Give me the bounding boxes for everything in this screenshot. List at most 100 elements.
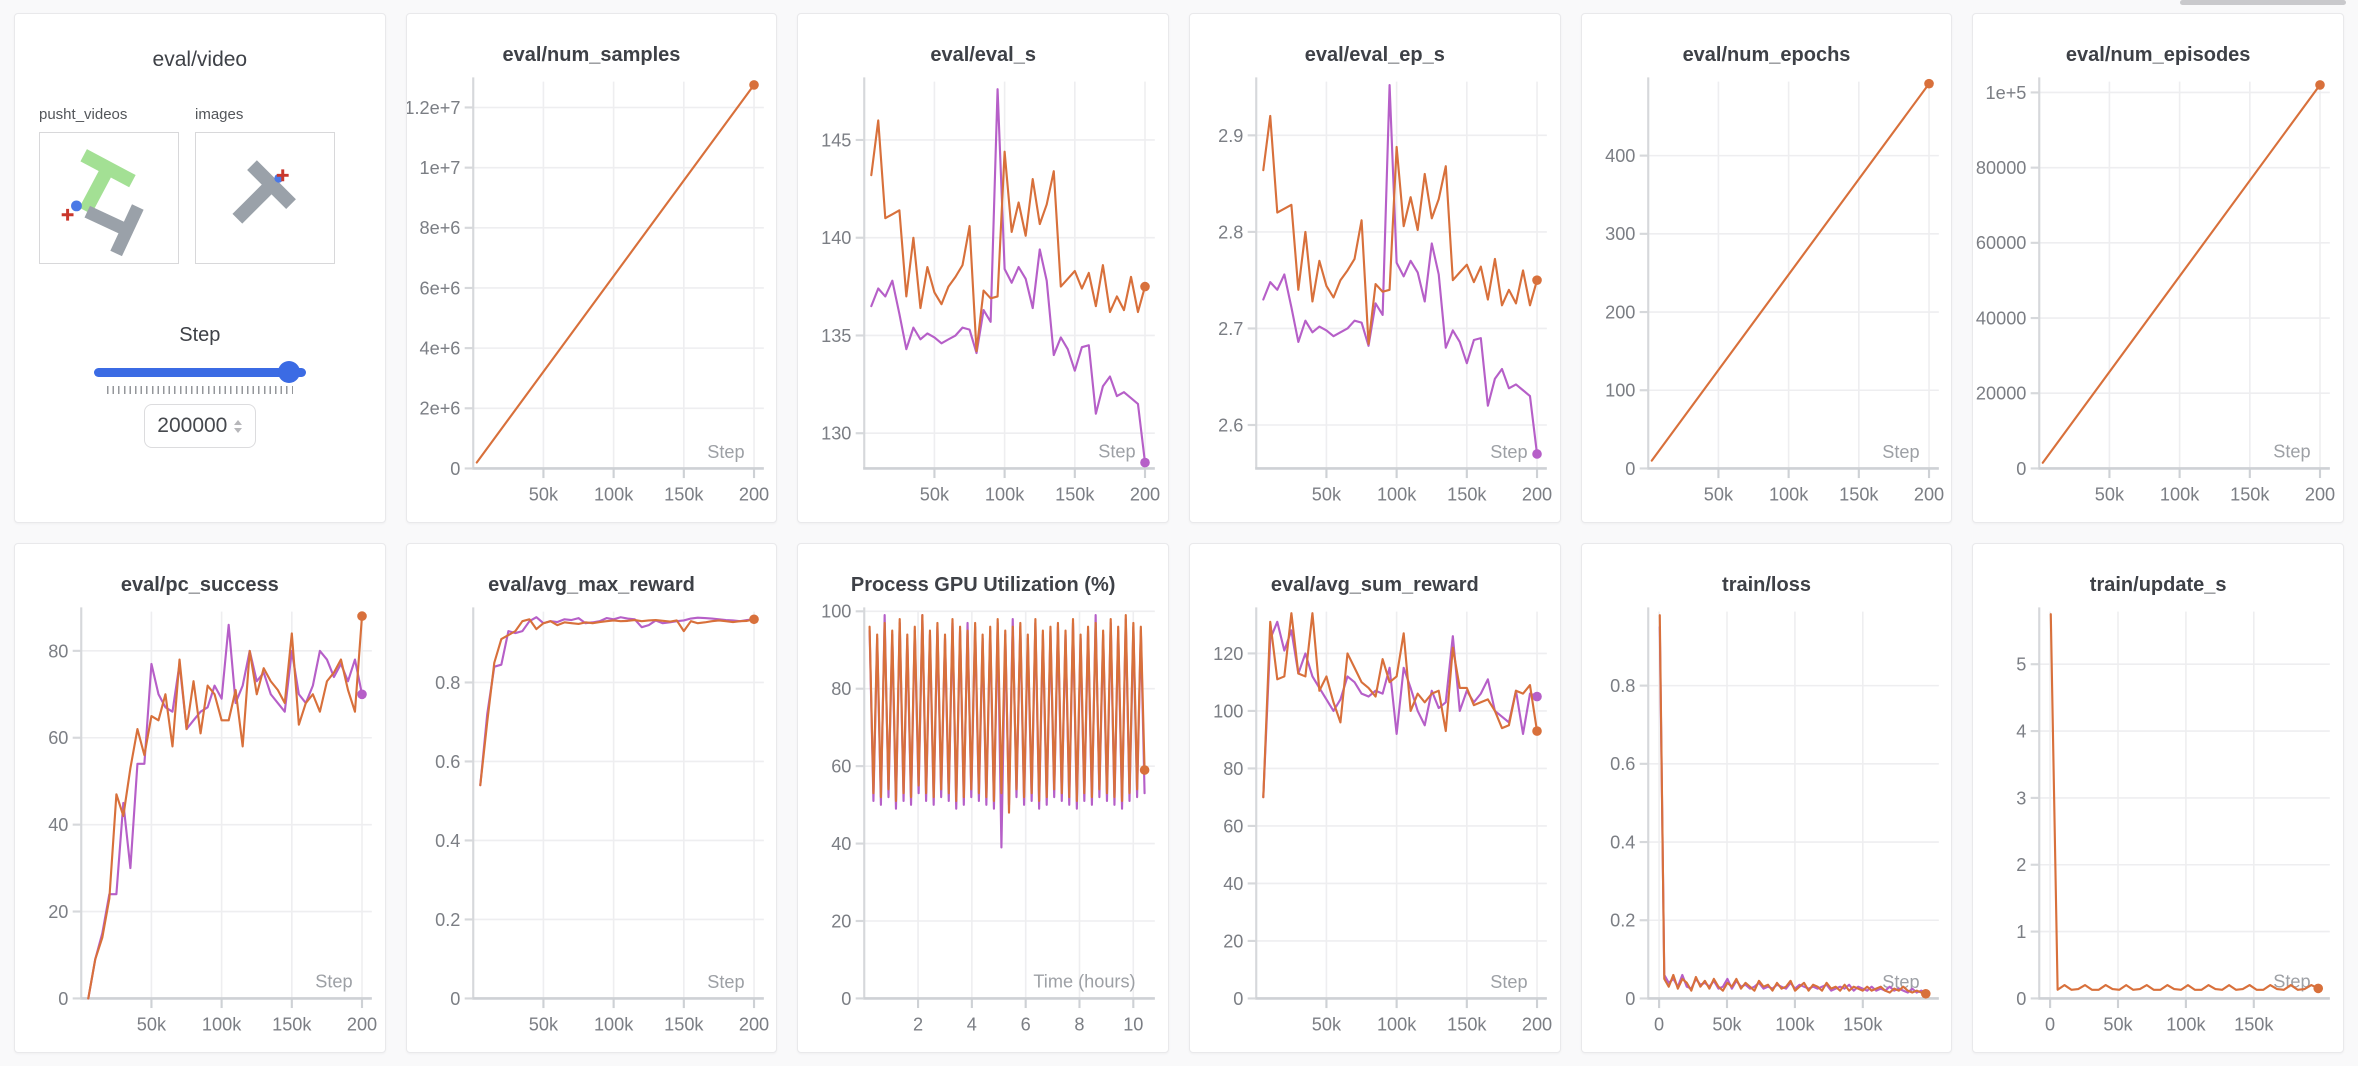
x-axis-title: Step [1882, 972, 1919, 992]
step-slider[interactable] [93, 361, 306, 383]
y-tick-label: 0.4 [1610, 832, 1635, 852]
horizontal-scrollbar-thumb[interactable] [2180, 0, 2346, 5]
line-chart[interactable]: 0 1 2 3 4 5 0 50k 100k 150k Step [1973, 601, 2343, 1050]
panel-eval-num-episodes: eval/num_episodes 0 20000 40000 60000 80000 1… [1972, 13, 2344, 523]
series-end-dot-orange [1920, 988, 1931, 999]
y-tick-label: 1e+7 [419, 158, 460, 178]
media-caption: pusht_videos [39, 106, 128, 123]
panel-title: eval/avg_max_reward [488, 574, 695, 596]
x-tick-label: 100k [985, 484, 1025, 504]
x-axis-title: Step [707, 972, 744, 992]
spinner [234, 419, 243, 433]
slider-track[interactable] [93, 368, 306, 377]
target-cross-icon [276, 169, 289, 182]
x-tick-label: 200 [1130, 484, 1160, 504]
series-end-dot-purple [357, 689, 367, 700]
series-line-orange [2050, 613, 2320, 991]
x-tick-label: 150k [1447, 485, 1487, 505]
line-chart[interactable]: 130 135 140 145 50k 100k 150k 200 Step [798, 71, 1168, 520]
y-tick-label: 0 [1625, 989, 1635, 1009]
spinner-up-icon[interactable] [234, 419, 243, 425]
series-line-orange [87, 614, 364, 1000]
panel-eval-pc-success: eval/pc_success 0 20 40 60 80 50k 100k 150k 200 S… [14, 543, 386, 1053]
y-tick-label: 4e+6 [419, 339, 460, 359]
images-thumbnail[interactable] [195, 132, 335, 264]
line-chart[interactable]: 0 20 40 60 80 50k 100k 150k 200 Step [15, 601, 385, 1050]
x-axis-title: Step [2274, 972, 2311, 992]
series-line-purple [1262, 620, 1539, 799]
y-tick-label: 80 [48, 641, 68, 661]
y-tick-label: 0 [1625, 459, 1635, 479]
series-line-orange [1658, 614, 1927, 995]
x-tick-label: 200 [1522, 1015, 1552, 1035]
line-chart[interactable]: 0 20000 40000 60000 80000 1e+5 50k 100k 150k 200 S… [1973, 71, 2343, 520]
y-tick-label: 80 [1223, 759, 1243, 779]
x-tick-label: 50k [1703, 485, 1733, 505]
step-value[interactable]: 200000 [157, 414, 228, 437]
x-tick-label: 4 [967, 1014, 977, 1034]
line-chart[interactable]: 0 20 40 60 80 100 2 4 6 8 10 Time (hours) [798, 601, 1168, 1050]
x-tick-label: 100k [202, 1014, 242, 1034]
y-tick-label: 1e+5 [1986, 83, 2027, 103]
slider-tick-marks [106, 386, 293, 394]
x-tick-label: 100k [594, 1015, 634, 1035]
y-tick-label: 60 [832, 757, 852, 777]
y-tick-label: 100 [1605, 381, 1635, 401]
y-tick-label: 4 [2017, 721, 2027, 741]
x-tick-label: 50k [1712, 1015, 1742, 1035]
y-tick-label: 0 [450, 459, 460, 479]
x-tick-label: 150k [1843, 1015, 1883, 1035]
panel-title: train/update_s [2089, 574, 2227, 596]
x-tick-label: 200 [1914, 485, 1944, 505]
x-tick-label: 100k [2160, 484, 2200, 504]
y-tick-label: 100 [1213, 701, 1243, 721]
x-axis-title: Time (hours) [1034, 972, 1136, 992]
step-slider-label: Step [179, 324, 221, 346]
y-tick-label: 2 [2017, 855, 2027, 875]
y-tick-label: 120 [1213, 644, 1243, 664]
panel-eval-avg-max-reward: eval/avg_max_reward 0 0.2 0.4 0.6 0.8 50k 100k… [405, 543, 778, 1053]
y-tick-label: 130 [821, 424, 851, 444]
line-chart[interactable]: 0 0.2 0.4 0.6 0.8 0 50k 100k 150k Step [1582, 601, 1952, 1050]
pusht-videos-thumbnail[interactable] [39, 132, 179, 264]
line-chart[interactable]: 0 0.2 0.4 0.6 0.8 50k 100k 150k 200 Step [407, 601, 777, 1050]
series-line-purple [87, 623, 364, 1000]
spinner-down-icon[interactable] [234, 427, 243, 433]
y-tick-label: 2.9 [1218, 126, 1243, 146]
series-line-orange [2042, 83, 2322, 464]
y-tick-label: 60000 [1976, 233, 2027, 253]
line-chart[interactable]: 2.6 2.7 2.8 2.9 50k 100k 150k 200 Step [1190, 71, 1560, 520]
x-tick-label: 6 [1021, 1014, 1031, 1034]
x-tick-label: 200 [1522, 485, 1552, 505]
line-chart[interactable]: 0 20 40 60 80 100 120 50k 100k 150k 200 Step [1190, 601, 1560, 1050]
panel-process-gpu-utilization: Process GPU Utilization (%) 0 20 40 60 80 100… [797, 543, 1169, 1053]
pusht-scene-icon [61, 149, 144, 257]
panel-title: Process GPU Utilization (%) [850, 574, 1116, 596]
media-cell-pusht-videos: pusht_videos [39, 106, 179, 264]
line-chart[interactable]: 0 100 200 300 400 50k 100k 150k 200 Step [1582, 71, 1952, 520]
x-axis-title: Step [1882, 442, 1919, 462]
step-number-input[interactable]: 200000 [143, 404, 256, 448]
y-tick-label: 0.8 [435, 673, 460, 693]
y-tick-label: 8e+6 [419, 218, 460, 238]
series-end-dot-orange [357, 611, 367, 621]
panel-grid: eval/video pusht_videos [14, 13, 2344, 1053]
panel-title: eval/pc_success [120, 574, 279, 596]
series-end-dot-orange [1532, 275, 1542, 285]
y-tick-label: 6e+6 [419, 278, 460, 298]
panel-eval-avg-sum-reward: eval/avg_sum_reward 0 20 40 60 80 100 120 50k 10… [1188, 543, 1561, 1053]
y-tick-label: 0.6 [435, 752, 460, 772]
panel-train-loss: train/loss 0 0.2 0.4 0.6 0.8 0 50k 100k 150k Step [1580, 543, 1953, 1053]
series-end-dot-orange [2315, 80, 2326, 90]
x-tick-label: 50k [137, 1014, 167, 1034]
y-tick-label: 0 [450, 989, 460, 1009]
y-tick-label: 40 [832, 834, 852, 854]
series-line-orange [478, 618, 755, 787]
y-tick-label: 0 [2017, 459, 2027, 479]
slider-thumb[interactable] [277, 361, 300, 383]
line-chart[interactable]: 0 2e+6 4e+6 6e+6 8e+6 1e+7 1.2e+7 50k 100k 150k 20… [407, 71, 777, 520]
panel-title: train/loss [1722, 574, 1811, 596]
x-tick-label: 200 [739, 1015, 769, 1035]
x-axis-title: Step [1490, 442, 1527, 462]
series-end-dot-purple [1532, 449, 1542, 459]
